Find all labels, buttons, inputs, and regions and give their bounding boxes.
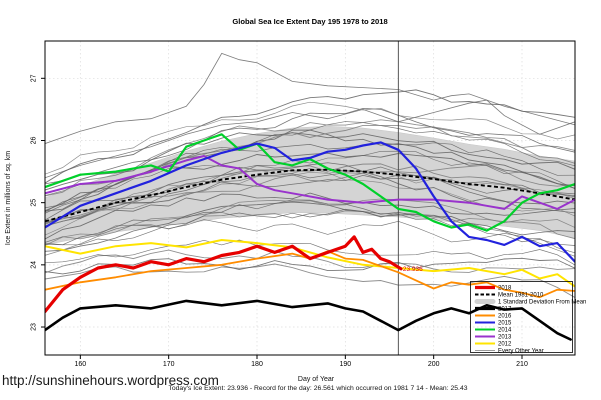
every-other-year-line: [45, 99, 575, 179]
every-other-year-line: [45, 132, 575, 191]
chart-caption: Today's Ice Extent: 23.936 - Record for …: [168, 385, 467, 392]
x-tick-label: 210: [516, 361, 528, 368]
legend-item-label: 2016: [498, 314, 512, 320]
legend-item-label: 1 Standard Deviation From Mean: [498, 300, 586, 306]
every-other-year-line: [45, 129, 575, 212]
every-other-year-line: [45, 199, 575, 246]
axes: 160 170 180 190 200 210 23 24 25 26 27: [30, 40, 576, 368]
x-tick-label: 200: [428, 361, 440, 368]
every-other-year-line: [45, 175, 575, 221]
every-other-year-line: [45, 219, 575, 257]
every-other-year-line: [45, 192, 575, 240]
every-other-year-line: [45, 208, 575, 254]
x-tick-label: 190: [339, 361, 351, 368]
every-other-year-line: [45, 164, 575, 224]
x-axis-label: Day of Year: [298, 376, 335, 383]
series-2016-line: [45, 250, 575, 299]
legend-item-label: 2015: [498, 321, 512, 327]
series-2013-line: [45, 155, 575, 210]
every-other-year-line: [45, 150, 575, 213]
every-other-year-line: [45, 101, 575, 175]
legend-item-label: 2012: [498, 342, 512, 348]
legend-item-label: 2014: [498, 328, 512, 334]
site-watermark: http://sunshinehours.wordpress.com: [2, 373, 219, 388]
every-other-year-line: [45, 263, 575, 299]
every-other-year-line: [45, 239, 575, 266]
every-other-year-line: [45, 201, 575, 252]
legend-item-label: 2018: [498, 286, 512, 292]
every-other-year-line: [45, 210, 575, 256]
x-tick-label: 170: [163, 361, 175, 368]
x-tick-label: 180: [251, 361, 263, 368]
series-2017-line: [45, 299, 572, 341]
plot-area: [45, 41, 575, 355]
legend-item-label: Mean 1981-2010: [498, 293, 544, 299]
series-2018-line: [45, 235, 403, 314]
legend-box: [470, 281, 573, 353]
x-tick-label: 160: [74, 361, 86, 368]
legend-item-label: 2013: [498, 335, 512, 341]
every-other-year-line: [45, 170, 575, 236]
every-other-year-line: [45, 168, 575, 227]
chart-title: Global Sea Ice Extent Day 195 1978 to 20…: [232, 17, 387, 26]
y-tick-label: 23: [31, 323, 38, 331]
series-2012-line: [45, 239, 575, 288]
y-tick-label: 27: [31, 74, 38, 82]
every-other-year-line: [45, 172, 575, 222]
series-2015-line: [45, 141, 575, 263]
every-other-year-line: [45, 89, 575, 184]
every-other-year-line: [45, 257, 575, 275]
series-2014-line: [45, 133, 575, 232]
y-axis-label: Ice Extent in millions of sq. km: [5, 151, 12, 245]
legend-item-label: 2017: [498, 307, 512, 313]
y-tick-label: 24: [31, 261, 38, 269]
y-tick-label: 26: [30, 137, 37, 145]
every-other-year-line: [45, 107, 575, 185]
y-tick-label: 25: [30, 199, 37, 207]
legend-item-label: Every Other Year: [498, 349, 544, 355]
current-value-label: 23.936: [403, 266, 423, 273]
every-other-year-line: [45, 52, 575, 144]
